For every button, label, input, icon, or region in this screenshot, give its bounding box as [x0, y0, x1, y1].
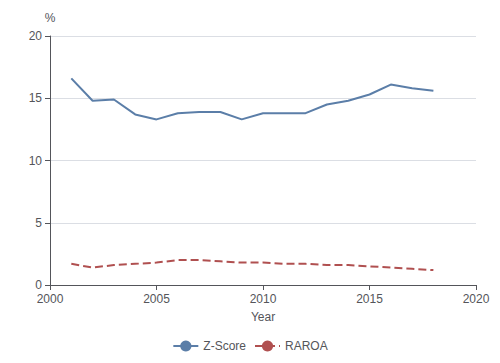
- svg-text:2010: 2010: [250, 292, 277, 306]
- svg-text:2015: 2015: [356, 292, 383, 306]
- svg-text:15: 15: [29, 91, 43, 105]
- svg-text:2005: 2005: [143, 292, 170, 306]
- svg-text:0: 0: [35, 278, 42, 292]
- svg-text:%: %: [45, 11, 56, 25]
- svg-text:2000: 2000: [37, 292, 64, 306]
- svg-text:5: 5: [35, 216, 42, 230]
- svg-text:20: 20: [29, 29, 43, 43]
- svg-text:Year: Year: [251, 310, 275, 324]
- svg-text:RAROA: RAROA: [285, 339, 328, 353]
- svg-text:2020: 2020: [463, 292, 490, 306]
- svg-text:10: 10: [29, 154, 43, 168]
- svg-text:Z-Score: Z-Score: [203, 339, 246, 353]
